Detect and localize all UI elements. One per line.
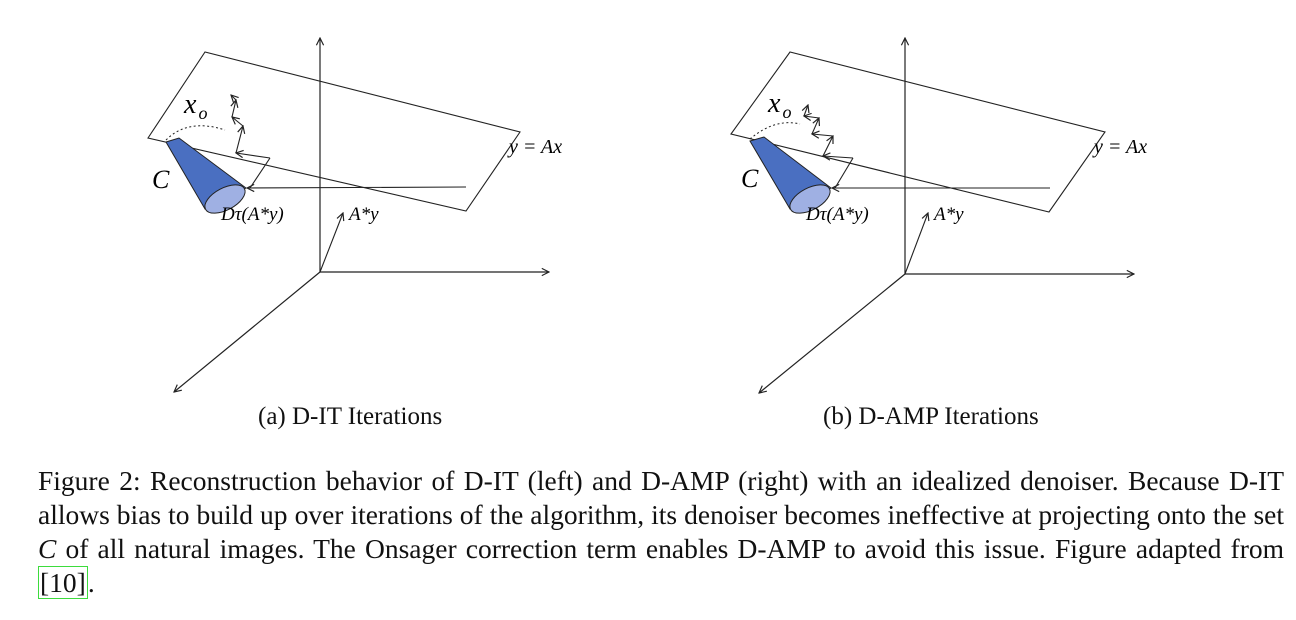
caption-middle: of all natural images. The Onsager corre… [56, 533, 1284, 564]
a-star-y-vector [904, 213, 928, 275]
dotted-connector [749, 122, 801, 140]
c-label: C [152, 165, 170, 194]
caption-lead: Figure 2: Reconstruction behavior of D-I… [38, 465, 1284, 530]
iterate-stem [249, 157, 271, 189]
denoiser-label: Dτ(A*y) [220, 204, 284, 225]
d-it-iterates [231, 95, 271, 159]
iterate-stem [834, 157, 854, 189]
set-symbol: C [38, 533, 57, 564]
citation-link[interactable]: [10] [38, 566, 88, 599]
y-axis [174, 271, 321, 392]
a-star-y-label: A*y [347, 204, 379, 225]
backprojection-arrow [247, 187, 467, 188]
a-star-y-label: A*y [932, 204, 964, 225]
plane-y-equals-ax [730, 51, 1106, 213]
subcaption-b: (b) D-AMP Iterations [823, 403, 1039, 430]
y-axis [759, 273, 906, 393]
y-equals-ax-label: y = Ax [507, 136, 562, 158]
a-star-y-vector [319, 213, 343, 273]
dotted-connector [165, 125, 226, 141]
d-amp-iterates [804, 105, 854, 158]
subcaption-a: (a) D-IT Iterations [258, 403, 443, 430]
figure-caption: Figure 2: Reconstruction behavior of D-I… [38, 464, 1284, 600]
plane-y-equals-ax [147, 51, 521, 212]
set-c-cylinder [165, 137, 247, 214]
c-label: C [741, 164, 759, 193]
y-equals-ax-label: y = Ax [1092, 136, 1147, 158]
caption-end: . [87, 567, 95, 598]
denoiser-label: Dτ(A*y) [805, 204, 869, 225]
set-c-cylinder [749, 136, 832, 214]
